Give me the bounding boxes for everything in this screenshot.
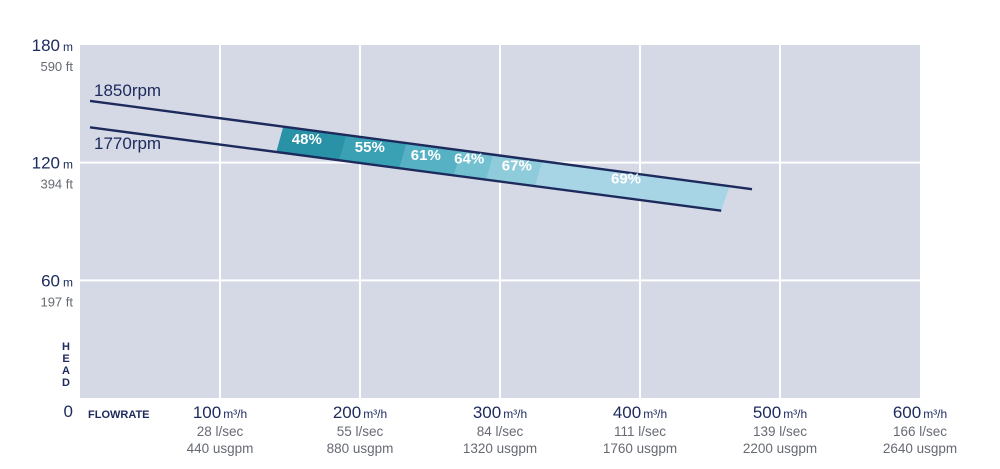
x-tick: 500 m³/h 139 l/sec 2200 usgpm <box>743 403 817 456</box>
efficiency-label: 64% <box>454 151 484 168</box>
x-tick-sublabel: 55 l/sec <box>337 424 384 439</box>
x-tick: 200 m³/h 55 l/sec 880 usgpm <box>327 403 394 456</box>
x-tick-sublabel: 1760 usgpm <box>603 441 677 456</box>
x-tick-sublabel: 84 l/sec <box>477 424 524 439</box>
x-axis-label: FLOWRATE <box>88 409 150 421</box>
x-tick-sublabel: 2200 usgpm <box>743 441 817 456</box>
efficiency-zone <box>339 135 408 169</box>
y-tick: 120 m 394 ft <box>32 154 74 192</box>
curve-line <box>89 99 753 191</box>
curve-label-1850rpm: 1850rpm <box>94 81 161 100</box>
y-tick-sublabel: 394 ft <box>40 177 73 192</box>
efficiency-label: 48% <box>292 131 322 148</box>
x-tick: 100 m³/h 28 l/sec 440 usgpm <box>187 403 254 456</box>
efficiency-zone <box>399 143 463 176</box>
efficiency-labels: 48% 55% 61% 64% 67% 69% <box>292 131 641 187</box>
curves <box>89 99 753 212</box>
x-tick-sublabel: 111 l/sec <box>614 424 666 439</box>
y-tick: 0 <box>64 402 73 421</box>
curve-labels: 1850rpm 1770rpm <box>94 81 161 153</box>
x-tick-sublabel: 880 usgpm <box>327 441 394 456</box>
y-tick: 60 m 197 ft <box>40 271 73 309</box>
efficiency-label: 67% <box>502 158 532 175</box>
y-axis-ticks: 180 m 590 ft 120 m 394 ft 60 m 197 ft 0 <box>32 36 74 421</box>
efficiency-zone <box>276 127 348 162</box>
y-tick-label: 0 <box>64 402 73 421</box>
x-tick-label: 600 m³/h <box>893 403 947 422</box>
x-tick-label: 100 m³/h <box>193 403 247 422</box>
x-tick: 600 m³/h 166 l/sec 2640 usgpm <box>883 403 957 456</box>
x-tick-label: 200 m³/h <box>333 403 387 422</box>
efficiency-zone <box>486 155 544 187</box>
x-tick-sublabel: 166 l/sec <box>893 424 947 439</box>
efficiency-zone <box>535 161 730 211</box>
y-tick-label: 180 m <box>32 36 73 55</box>
curve-label-1770rpm: 1770rpm <box>94 134 161 153</box>
y-tick-sublabel: 197 ft <box>40 294 73 309</box>
curve-line <box>89 126 722 212</box>
y-tick-sublabel: 590 ft <box>40 59 73 74</box>
efficiency-label: 61% <box>411 147 441 164</box>
x-tick-label: 300 m³/h <box>473 403 527 422</box>
x-tick-sublabel: 139 l/sec <box>753 424 807 439</box>
x-tick-sublabel: 440 usgpm <box>187 441 254 456</box>
x-tick: 400 m³/h 111 l/sec 1760 usgpm <box>603 403 677 456</box>
efficiency-zones <box>276 127 730 211</box>
y-tick-label: 60 m <box>41 271 73 290</box>
y-tick: 180 m 590 ft <box>32 36 74 74</box>
x-tick-sublabel: 2640 usgpm <box>883 441 957 456</box>
efficiency-label: 55% <box>355 139 385 156</box>
efficiency-label: 69% <box>611 170 641 187</box>
x-tick: 300 m³/h 84 l/sec 1320 usgpm <box>463 403 537 456</box>
x-tick-label: 400 m³/h <box>613 403 667 422</box>
efficiency-zone <box>453 150 495 181</box>
x-tick-label: 500 m³/h <box>753 403 807 422</box>
y-tick-label: 120 m <box>32 154 73 173</box>
x-tick-sublabel: 1320 usgpm <box>463 441 537 456</box>
x-tick-sublabel: 28 l/sec <box>197 424 244 439</box>
x-axis-ticks: 100 m³/h 28 l/sec 440 usgpm 200 m³/h 55 l/sec 8… <box>187 403 958 456</box>
